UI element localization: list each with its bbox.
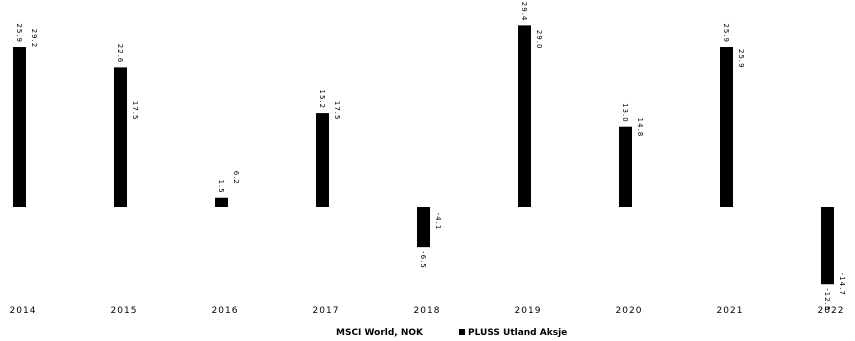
bar-pluss-2016 (230, 168, 243, 207)
value-label-pluss-2020: 14.8 (636, 118, 644, 138)
x-tick-2014: 2014 (10, 306, 37, 316)
value-label-pluss-2016: 6.2 (232, 171, 240, 185)
value-label-pluss-2021: 25.9 (737, 49, 745, 69)
value-label-msci-2015: 22.6 (116, 44, 124, 64)
bar-msci-2021 (720, 47, 733, 207)
bar-msci-2018 (417, 207, 430, 248)
value-label-msci-2022: -12.5 (823, 288, 831, 311)
bar-msci-2014 (13, 47, 26, 207)
value-label-msci-2019: 29.4 (520, 2, 528, 22)
value-label-pluss-2022: -14.7 (838, 273, 846, 296)
value-label-pluss-2014: 29.2 (30, 29, 38, 49)
value-label-pluss-2017: 17.5 (333, 101, 341, 121)
value-label-msci-2016: 1.5 (217, 180, 225, 194)
value-label-msci-2014: 25.9 (15, 23, 23, 43)
legend-swatch-pluss (459, 329, 465, 335)
bar-pluss-2020 (634, 115, 647, 207)
x-tick-2017: 2017 (313, 306, 340, 316)
x-tick-2016: 2016 (212, 306, 239, 316)
value-label-pluss-2015: 17.5 (131, 101, 139, 121)
bar-pluss-2017 (331, 98, 344, 207)
x-tick-2021: 2021 (717, 306, 744, 316)
value-label-msci-2018: -6.5 (419, 251, 427, 269)
x-tick-labels: 2014 2015 2016 2017 2018 2019 2020 2021 2022 (10, 306, 845, 316)
value-label-pluss-2019: 29.0 (535, 30, 543, 50)
bar-pluss-2019 (533, 27, 546, 207)
legend: MSCI World, NOK PLUSS Utland Aksje (336, 328, 567, 338)
value-label-msci-2017: 15.2 (318, 90, 326, 110)
value-label-msci-2021: 25.9 (722, 23, 730, 43)
value-label-msci-2020: 13.0 (621, 103, 629, 123)
bar-pluss-2015 (129, 98, 142, 207)
legend-label-msci: MSCI World, NOK (336, 328, 424, 338)
bar-msci-2019 (518, 25, 531, 208)
value-label-pluss-2018: -4.1 (434, 213, 442, 231)
x-tick-2019: 2019 (515, 306, 542, 316)
bar-msci-2017 (316, 113, 329, 207)
bar-pluss-2014 (28, 26, 41, 208)
bars-layer (13, 25, 849, 298)
bar-msci-2020 (619, 126, 632, 207)
bar-pluss-2018 (432, 207, 445, 233)
bar-pluss-2021 (735, 47, 748, 207)
bar-msci-2022 (821, 207, 834, 285)
x-tick-2015: 2015 (111, 306, 138, 316)
value-labels-layer: 25.9 29.2 22.6 17.5 1.5 6.2 15.2 17.5 -6.5 -4.1 29… (15, 2, 846, 312)
x-tick-2018: 2018 (414, 306, 441, 316)
bar-msci-2016 (215, 197, 228, 207)
x-tick-2022: 2022 (818, 306, 845, 316)
bar-msci-2015 (114, 67, 127, 207)
legend-label-pluss: PLUSS Utland Aksje (468, 328, 567, 338)
x-tick-2020: 2020 (616, 306, 643, 316)
bar-pluss-2022 (836, 207, 849, 298)
